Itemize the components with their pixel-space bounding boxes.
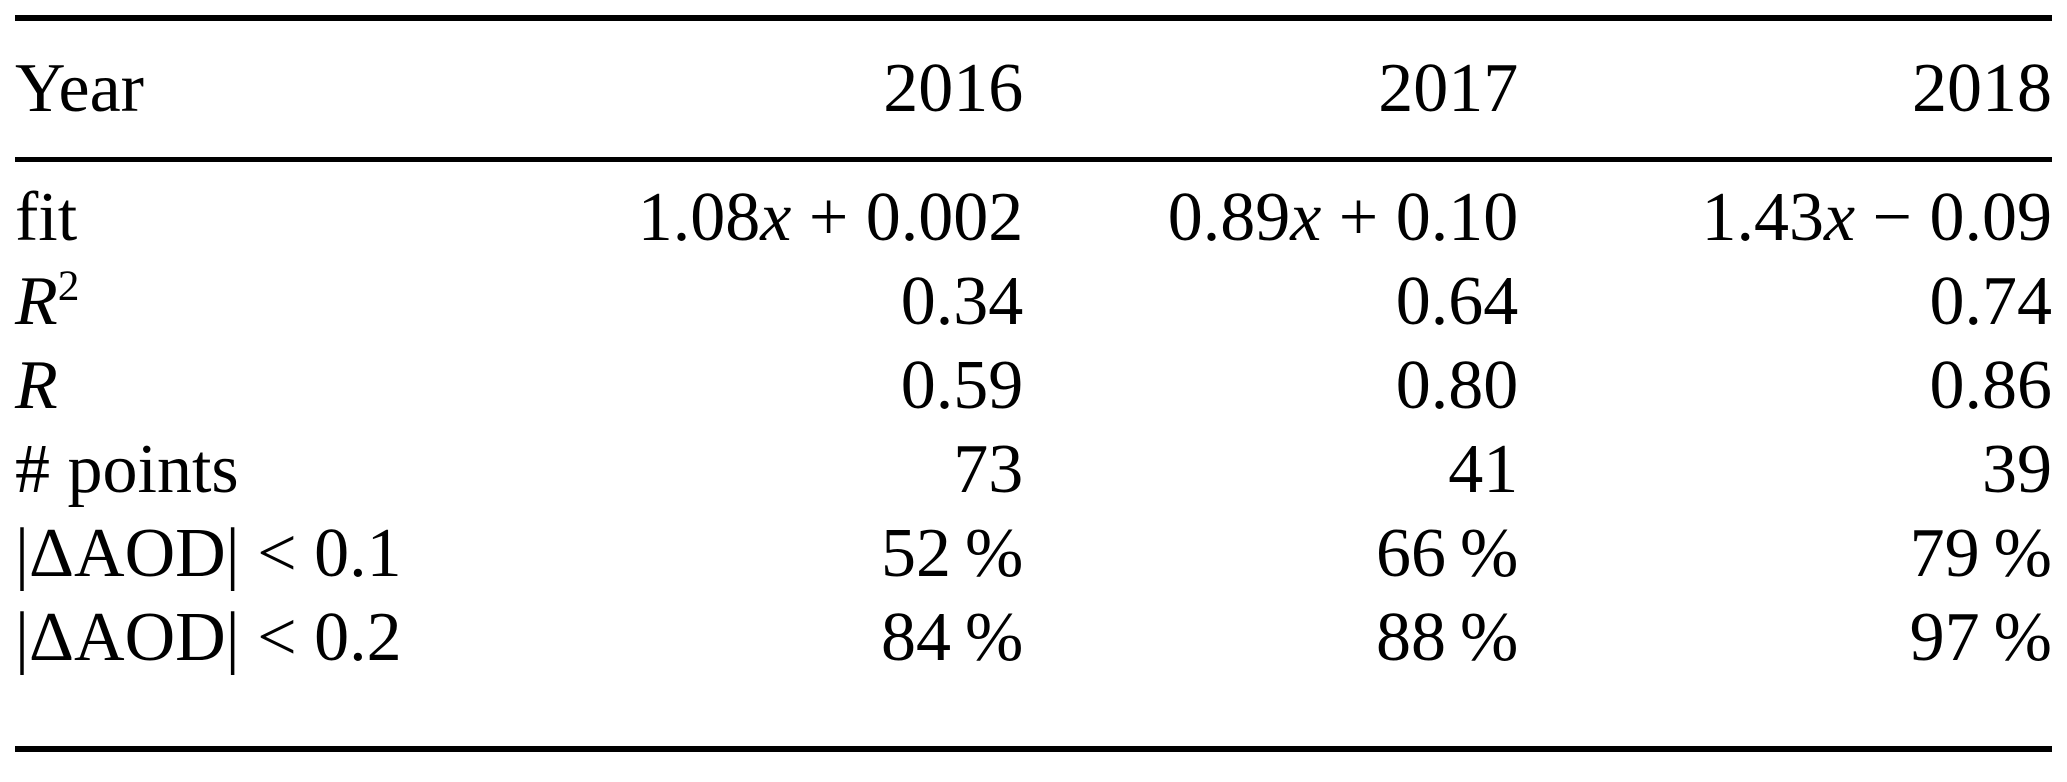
cell-delta-aod-lt-01-2018: 79 % xyxy=(1909,515,2052,592)
cell-r-squared-2018: 0.74 xyxy=(1929,263,2053,340)
row-label-r-squared: R2 xyxy=(15,262,80,340)
cell-fit-2016: 1.08x + 0.002 xyxy=(637,179,1024,256)
header-col-2016: 2016 xyxy=(483,18,1024,162)
row-label-delta-aod-lt-01: |ΔAOD| < 0.1 xyxy=(15,515,402,592)
paper-table-figure: Year 2016 2017 2018 fit 1.08x + 0.002 0.89… xyxy=(15,15,2052,752)
cell-r-squared-2016: 0.34 xyxy=(900,263,1024,340)
cell-fit-2017: 0.89x + 0.10 xyxy=(1167,179,1519,256)
cell-delta-aod-lt-02-2017: 88 % xyxy=(1375,599,1519,676)
cell-r-2017: 0.80 xyxy=(1395,347,1519,424)
cell-num-points-2016: 73 xyxy=(953,431,1024,508)
cell-num-points-2017: 41 xyxy=(1448,431,1519,508)
cell-delta-aod-lt-02-2016: 84 % xyxy=(880,599,1024,676)
table-body: fit 1.08x + 0.002 0.89x + 0.10 1.43x − 0.09… xyxy=(15,160,2052,750)
cell-delta-aod-lt-01-2016: 52 % xyxy=(880,515,1024,592)
cell-fit-2018: 1.43x − 0.09 xyxy=(1701,179,2052,256)
row-label-fit: fit xyxy=(15,179,78,256)
table-row-r-squared: R2 0.34 0.64 0.74 xyxy=(15,260,2052,344)
table-row-delta-aod-lt-02: |ΔAOD| < 0.2 84 % 88 % 97 % xyxy=(15,596,2052,749)
table-header: Year 2016 2017 2018 xyxy=(15,18,2052,162)
table-row-fit: fit 1.08x + 0.002 0.89x + 0.10 1.43x − 0.09 xyxy=(15,160,2052,261)
header-col-2017: 2017 xyxy=(1023,18,1519,162)
header-col-2018: 2018 xyxy=(1518,18,2052,162)
cell-num-points-2018: 39 xyxy=(1982,431,2052,508)
row-label-r: R xyxy=(15,347,58,424)
table-row-num-points: # points 73 41 39 xyxy=(15,428,2052,512)
cell-r-2016: 0.59 xyxy=(900,347,1024,424)
header-row: Year 2016 2017 2018 xyxy=(15,18,2052,162)
cell-delta-aod-lt-02-2018: 97 % xyxy=(1909,599,2052,676)
table-row-r: R 0.59 0.80 0.86 xyxy=(15,344,2052,428)
header-year-label: Year xyxy=(15,18,484,162)
row-label-num-points: # points xyxy=(15,431,239,508)
row-label-delta-aod-lt-02: |ΔAOD| < 0.2 xyxy=(15,599,402,676)
table-row-delta-aod-lt-01: |ΔAOD| < 0.1 52 % 66 % 79 % xyxy=(15,512,2052,596)
cell-delta-aod-lt-01-2017: 66 % xyxy=(1375,515,1519,592)
cell-r-squared-2017: 0.64 xyxy=(1395,263,1519,340)
statistics-table: Year 2016 2017 2018 fit 1.08x + 0.002 0.89… xyxy=(15,15,2052,752)
cell-r-2018: 0.86 xyxy=(1929,347,2053,424)
